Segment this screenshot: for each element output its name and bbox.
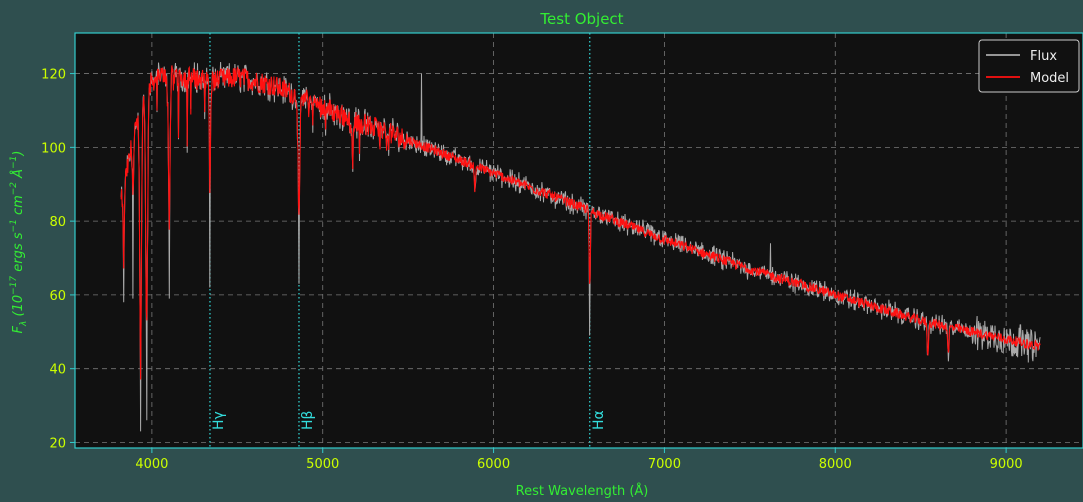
x-tick-label: 4000 [135, 457, 168, 472]
line-marker-label: Hβ [300, 411, 316, 430]
model-line [120, 65, 1041, 380]
y-tick-label: 100 [41, 141, 66, 156]
x-tick-label: 7000 [648, 457, 681, 472]
legend: Flux Model [978, 39, 1080, 93]
y-axis-label: Fλ (10−17 ergs s−1 cm−2 Å−1) [9, 151, 29, 334]
x-tick-label: 6000 [477, 457, 510, 472]
y-tick-label: 40 [49, 363, 66, 378]
y-axis-ticks: 20 40 60 80 100 120 [41, 68, 75, 451]
chart-title: Test Object [539, 10, 623, 28]
x-tick-label: 8000 [819, 457, 852, 472]
line-marker-label: Hγ [211, 411, 227, 430]
y-tick-label: 120 [41, 68, 66, 83]
line-markers: Hγ Hβ Hα [209, 33, 607, 448]
y-tick-label: 20 [49, 436, 66, 451]
y-tick-label: 80 [49, 215, 66, 230]
x-tick-label: 5000 [306, 457, 339, 472]
x-tick-label: 9000 [990, 457, 1023, 472]
series-group [120, 61, 1041, 432]
line-marker-label: Hα [591, 410, 607, 430]
x-axis-label: Rest Wavelength (Å) [516, 483, 649, 499]
plot-frame [74, 32, 1083, 449]
plot-area [75, 33, 1083, 448]
legend-model-label: Model [1030, 71, 1069, 86]
x-axis-ticks: 4000 5000 6000 7000 8000 9000 [135, 448, 1023, 472]
legend-box [978, 39, 1080, 93]
y-tick-label: 60 [49, 289, 66, 304]
legend-flux-label: Flux [1030, 49, 1057, 64]
